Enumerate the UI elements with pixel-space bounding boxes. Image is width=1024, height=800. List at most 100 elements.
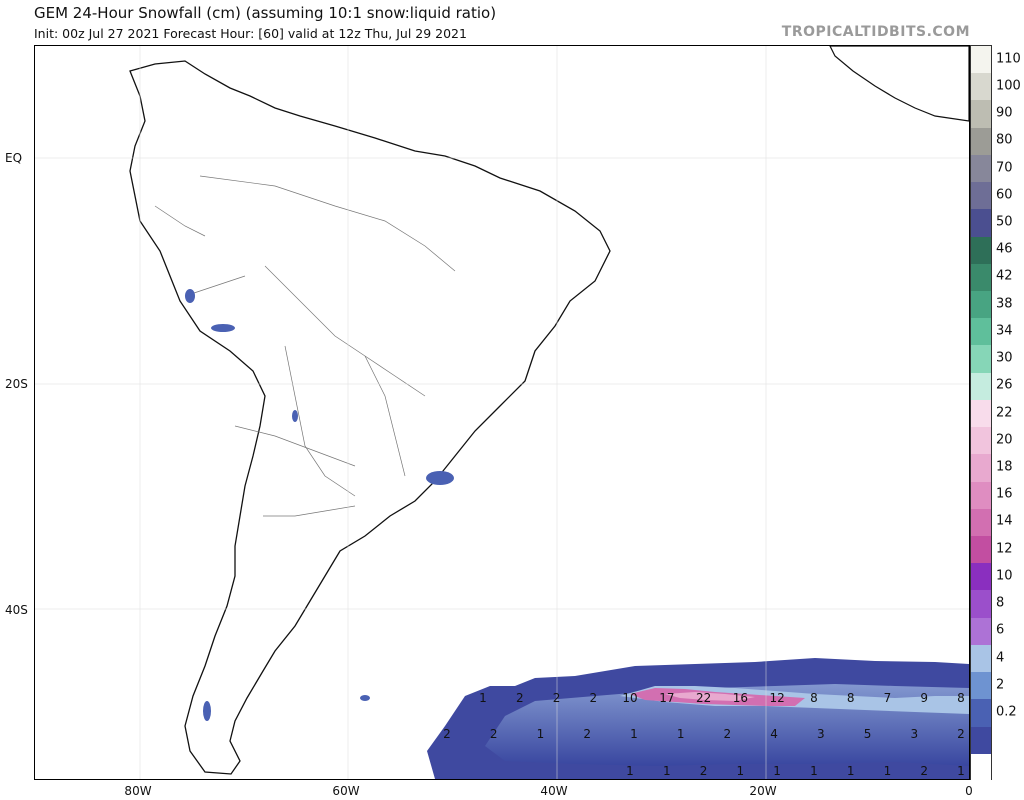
band-value-label: 1 xyxy=(884,764,892,778)
band-value-label: 3 xyxy=(910,727,918,741)
source-watermark: TROPICALTIDBITS.COM xyxy=(781,24,970,40)
band-value-label: 8 xyxy=(810,691,818,705)
colorbar-swatch xyxy=(971,73,991,101)
colorbar-label: 70 xyxy=(996,160,1013,175)
graticule xyxy=(35,46,969,779)
colorbar-label: 80 xyxy=(996,132,1013,148)
colorbar-label: 14 xyxy=(996,513,1013,529)
south-america-land xyxy=(129,60,611,775)
colorbar-swatch xyxy=(971,753,991,782)
band-value-label: 2 xyxy=(443,727,451,741)
colorbar-label: 110 xyxy=(996,51,1021,67)
map-subtitle: Init: 00z Jul 27 2021 Forecast Hour: [60… xyxy=(34,26,467,41)
colorbar-swatch xyxy=(971,318,991,346)
colorbar-label: 34 xyxy=(996,323,1013,339)
colorbar-label: 22 xyxy=(996,405,1013,420)
lat-label-20s: 20S xyxy=(5,377,28,391)
colorbar-label: 16 xyxy=(996,486,1013,502)
colorbar-label: 46 xyxy=(996,241,1013,257)
colorbar-label: 6 xyxy=(996,622,1005,638)
band-value-label: 17 xyxy=(659,691,674,705)
snow-band-peak-inner xyxy=(665,692,755,701)
colorbar-swatch xyxy=(971,127,991,156)
colorbar-label: 2 xyxy=(996,677,1005,693)
snow-patches xyxy=(185,289,454,721)
band-value-label: 2 xyxy=(589,691,597,705)
colorbar-swatch xyxy=(971,291,991,319)
band-value-label: 16 xyxy=(733,691,748,705)
band-value-label: 2 xyxy=(724,727,732,741)
colorbar-label: 100 xyxy=(996,78,1021,94)
colorbar-swatch xyxy=(971,590,991,619)
lon-label-20w: 20W xyxy=(749,784,777,798)
colorbar-swatch xyxy=(971,644,991,673)
colorbar-swatch xyxy=(971,454,991,483)
colorbar-swatch xyxy=(971,399,991,428)
band-value-label: 22 xyxy=(696,691,711,705)
colorbar-swatch xyxy=(971,508,991,537)
colorbar-swatch xyxy=(971,345,991,374)
lon-label-60w: 60W xyxy=(332,784,360,798)
colorbar-swatch xyxy=(971,563,991,591)
colorbar-swatch xyxy=(971,617,991,646)
band-value-label: 9 xyxy=(920,691,928,705)
band-value-label: 2 xyxy=(516,691,524,705)
colorbar-swatch xyxy=(971,182,991,210)
colorbar-label: 90 xyxy=(996,105,1013,121)
colorbar-label: 30 xyxy=(996,350,1013,366)
band-value-label: 1 xyxy=(630,727,638,741)
colorbar-swatch xyxy=(971,46,991,74)
band-value-label: 2 xyxy=(553,691,561,705)
band-values-top: 1 2 2 2 10 17 22 16 12 8 8 7 9 8 xyxy=(479,691,965,705)
band-values-mid: 2 2 1 2 1 1 2 4 3 5 3 2 xyxy=(443,727,965,741)
band-value-label: 1 xyxy=(479,691,487,705)
colorbar-swatch xyxy=(971,427,991,455)
band-value-label: 8 xyxy=(957,691,965,705)
band-value-label: 1 xyxy=(810,764,818,778)
colorbar-swatch xyxy=(971,672,991,700)
band-value-label: 3 xyxy=(817,727,825,741)
colorbar-label: 60 xyxy=(996,187,1013,203)
lon-label-40w: 40W xyxy=(540,784,568,798)
colorbar-label: 38 xyxy=(996,296,1013,312)
band-value-label: 1 xyxy=(847,764,855,778)
band-value-label: 1 xyxy=(677,727,685,741)
band-values-bottom: 1 1 2 1 1 1 1 1 2 1 xyxy=(626,764,965,778)
colorbar-swatch xyxy=(971,263,991,292)
band-value-label: 12 xyxy=(770,691,785,705)
colorbar-label: 8 xyxy=(996,595,1005,611)
band-value-label: 1 xyxy=(626,764,634,778)
band-value-label: 2 xyxy=(490,727,498,741)
band-value-label: 7 xyxy=(884,691,892,705)
band-value-label: 2 xyxy=(957,727,965,741)
lat-label-eq: EQ xyxy=(5,151,23,165)
colorbar-label: 0.2 xyxy=(996,704,1017,720)
colorbar-swatch xyxy=(971,372,991,401)
colorbar-swatch xyxy=(971,536,991,564)
colorbar-label: 42 xyxy=(996,268,1013,284)
colorbar-swatch xyxy=(971,209,991,238)
colorbar-swatch xyxy=(971,699,991,728)
colorbar-swatch xyxy=(971,236,991,265)
country-borders xyxy=(154,175,456,517)
map-title: GEM 24-Hour Snowfall (cm) (assuming 10:1… xyxy=(34,4,497,22)
colorbar-legend xyxy=(970,45,992,782)
colorbar-swatch xyxy=(971,100,991,129)
colorbar-label: 18 xyxy=(996,459,1013,475)
colorbar-label: 20 xyxy=(996,432,1013,448)
band-value-label: 1 xyxy=(957,764,965,778)
band-value-label: 5 xyxy=(864,727,872,741)
lat-label-40s: 40S xyxy=(5,603,28,617)
colorbar-label: 50 xyxy=(996,214,1013,230)
band-value-label: 2 xyxy=(583,727,591,741)
colorbar-label: 12 xyxy=(996,541,1013,557)
lon-label-0: 0 xyxy=(965,784,973,798)
band-value-label: 2 xyxy=(700,764,708,778)
band-value-label: 4 xyxy=(770,727,778,741)
colorbar-swatch xyxy=(971,154,991,183)
band-value-label: 1 xyxy=(537,727,545,741)
band-value-label: 1 xyxy=(663,764,671,778)
band-value-label: 1 xyxy=(773,764,781,778)
